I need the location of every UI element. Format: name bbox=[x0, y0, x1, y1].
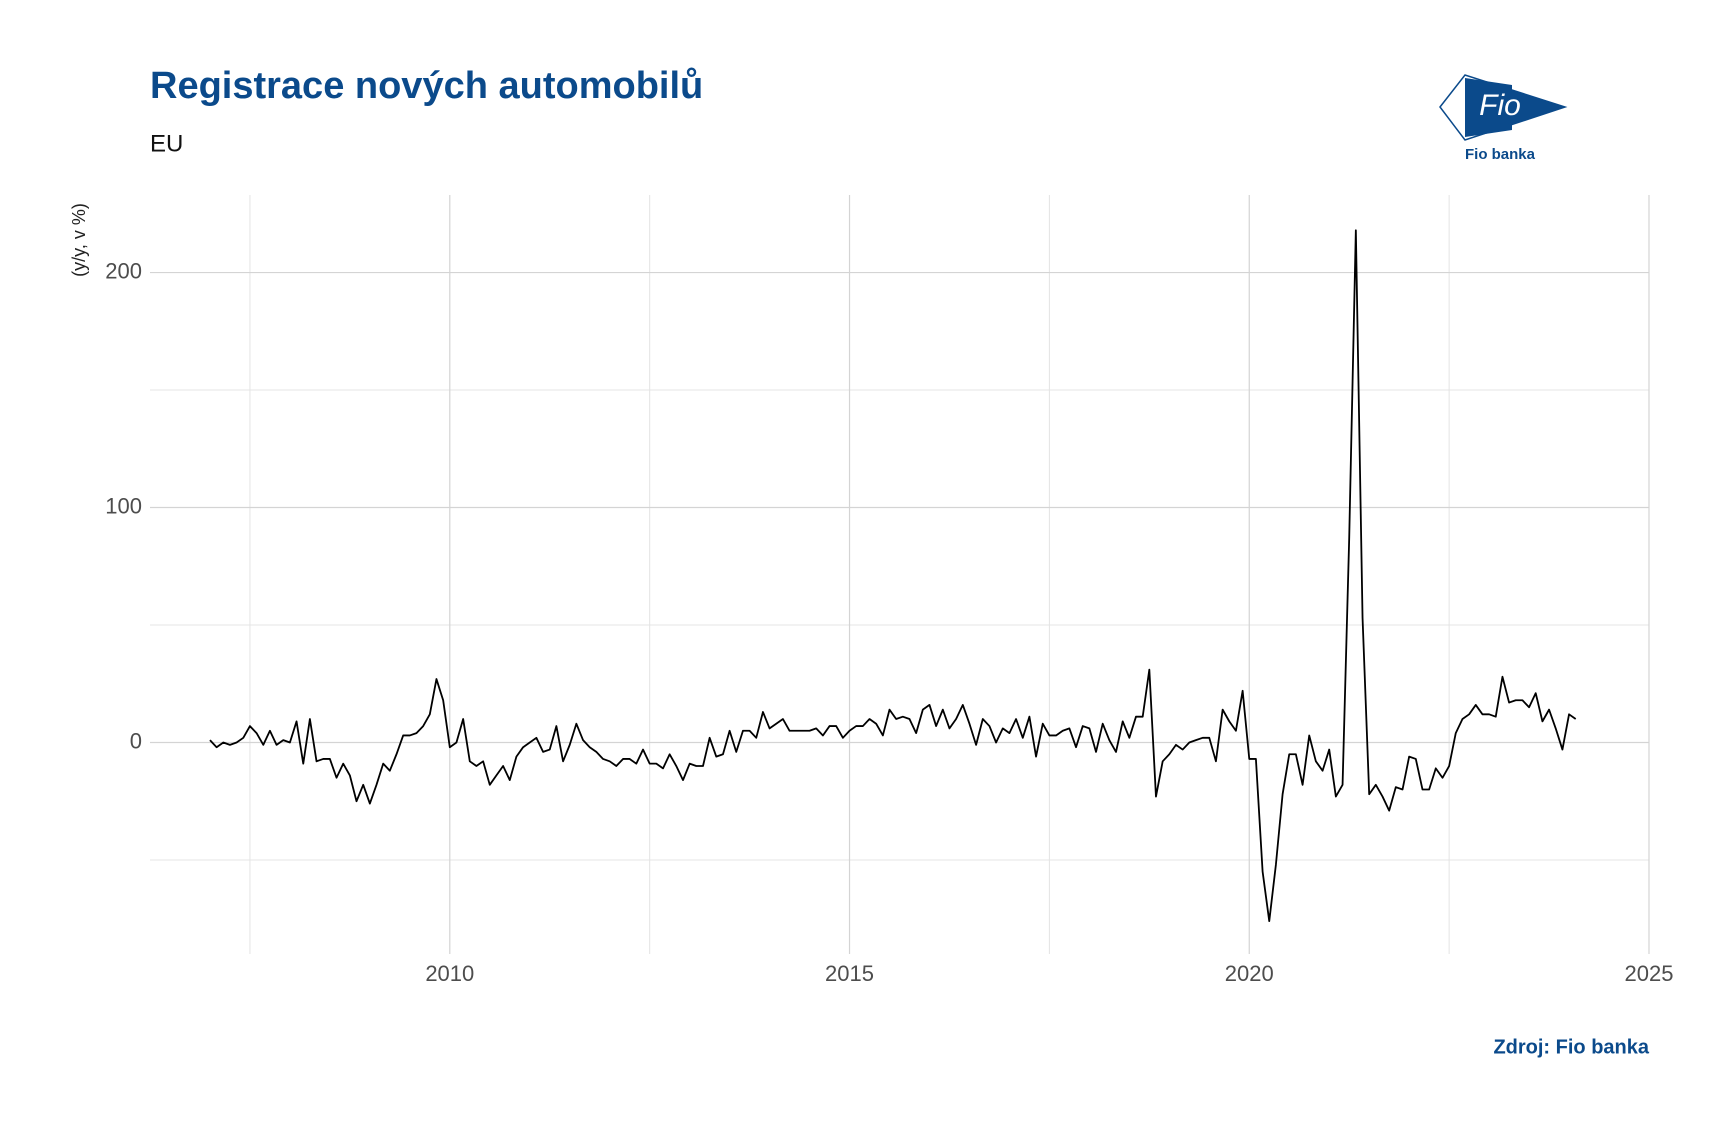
source: Zdroj: Fio banka bbox=[1493, 1036, 1649, 1058]
logo-flag bbox=[1465, 78, 1512, 137]
chart-subtitle: EU bbox=[150, 130, 183, 157]
logo-mark: Fio bbox=[1479, 89, 1521, 122]
logo: Fio Fio banka bbox=[1439, 74, 1568, 163]
x-tick-label: 2010 bbox=[425, 961, 474, 986]
y-tick-label: 100 bbox=[105, 493, 142, 518]
logo-tip bbox=[1512, 90, 1565, 124]
x-tick-label: 2025 bbox=[1625, 961, 1674, 986]
x-tick-label: 2020 bbox=[1225, 961, 1274, 986]
x-tick-label: 2015 bbox=[825, 961, 874, 986]
chart-title: Registrace nových automobilů bbox=[150, 65, 703, 107]
y-axis-label: (y/y, v %) bbox=[69, 203, 89, 277]
y-tick-label: 0 bbox=[130, 728, 142, 753]
y-tick-label: 200 bbox=[105, 258, 142, 283]
series-line bbox=[209, 229, 1577, 922]
logo-name: Fio banka bbox=[1465, 146, 1536, 163]
